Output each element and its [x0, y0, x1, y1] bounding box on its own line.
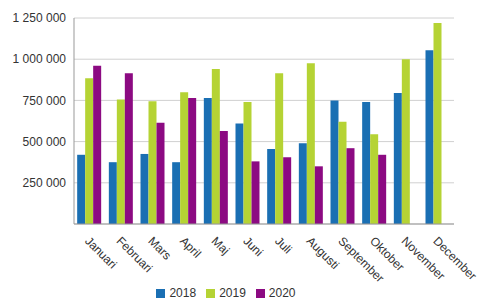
svg-text:Oktober: Oktober — [367, 234, 407, 274]
svg-text:Mars: Mars — [145, 234, 174, 263]
svg-text:1 000 000: 1 000 000 — [13, 52, 67, 66]
svg-text:Augusti: Augusti — [304, 234, 342, 272]
svg-text:250 000: 250 000 — [23, 176, 67, 190]
svg-text:November: November — [398, 233, 448, 283]
svg-text:April: April — [177, 234, 204, 261]
html-text:2020: 2020 — [268, 286, 296, 300]
svg-text:Juni: Juni — [240, 234, 265, 259]
html-text:2018: 2018 — [169, 286, 197, 300]
svg-text:Maj: Maj — [209, 234, 233, 258]
svg-text:September: September — [335, 233, 387, 286]
svg-text:December: December — [430, 234, 479, 283]
svg-text:1 250 000: 1 250 000 — [13, 11, 67, 25]
svg-text:Februari: Februari — [113, 233, 156, 276]
svg-text:Januari: Januari — [82, 234, 120, 272]
svg-text:750 000: 750 000 — [23, 94, 67, 108]
svg-text:Juli: Juli — [272, 234, 295, 257]
svg-text:500 000: 500 000 — [23, 135, 67, 149]
html-text:2019: 2019 — [219, 286, 246, 300]
